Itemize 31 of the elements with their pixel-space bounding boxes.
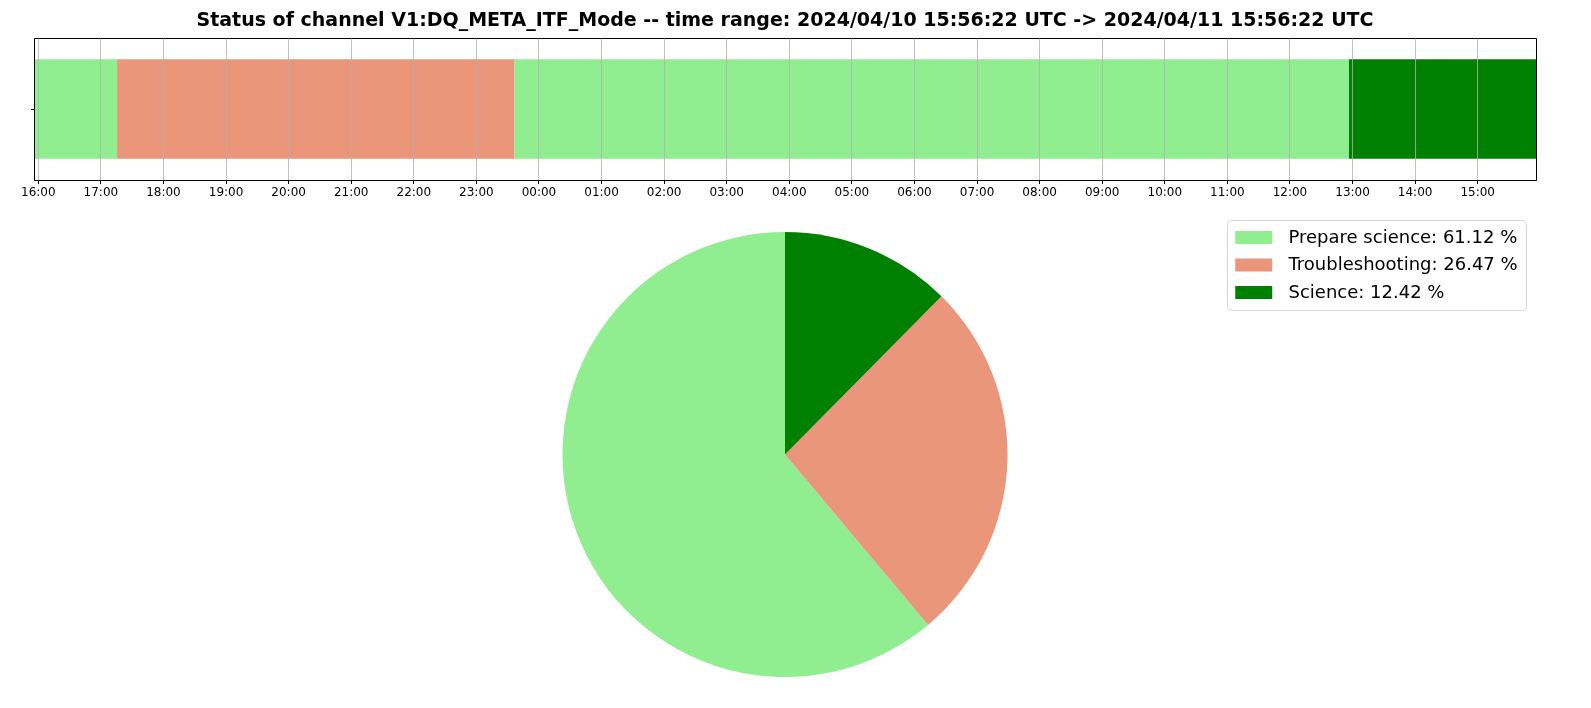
x-tick-label: 11:00 [1210, 185, 1245, 199]
x-tick-label: 17:00 [83, 185, 119, 199]
legend-label: Prepare science: 61.12 % [1288, 225, 1518, 247]
x-tick-label: 23:00 [459, 185, 494, 199]
pie-slice [562, 232, 929, 677]
x-tick-label: 20:00 [271, 185, 306, 199]
pie-slice [785, 232, 942, 455]
x-tick-label: 06:00 [897, 185, 932, 199]
legend-label: Science: 12.42 % [1288, 280, 1445, 302]
x-tick-label: 03:00 [709, 185, 744, 199]
x-tick-label: 02:00 [646, 185, 682, 199]
x-tick-label: 00:00 [521, 185, 557, 199]
x-tick-label: 15:00 [1460, 185, 1495, 199]
x-tick-label: 22:00 [396, 185, 432, 199]
x-tick-label: 08:00 [1022, 185, 1057, 199]
chart-title: Status of channel V1:DQ_META_ITF_Mode -- time range: 2024/04/10 15:56:22 UTC -> 2024/04/11 15:56:22 UTC [196, 8, 1374, 31]
x-tick-label: 10:00 [1147, 185, 1183, 199]
x-tick-label: 18:00 [146, 185, 181, 199]
x-tick-label: 04:00 [771, 185, 807, 199]
x-tick-label: 12:00 [1272, 185, 1308, 199]
x-tick-label: 05:00 [834, 185, 870, 199]
x-tick-label: 14:00 [1397, 185, 1433, 199]
legend-label: Troubleshooting: 26.47 % [1287, 253, 1518, 274]
x-tick-label: 16:00 [20, 185, 56, 199]
x-tick-label: 19:00 [208, 185, 244, 199]
x-tick-label: 13:00 [1335, 185, 1370, 199]
x-tick-label: 21:00 [333, 185, 369, 199]
x-tick-label: 01:00 [584, 185, 619, 199]
x-tick-label: 09:00 [1084, 185, 1120, 199]
pie-slice [785, 296, 1008, 625]
x-tick-label: 07:00 [959, 185, 995, 199]
